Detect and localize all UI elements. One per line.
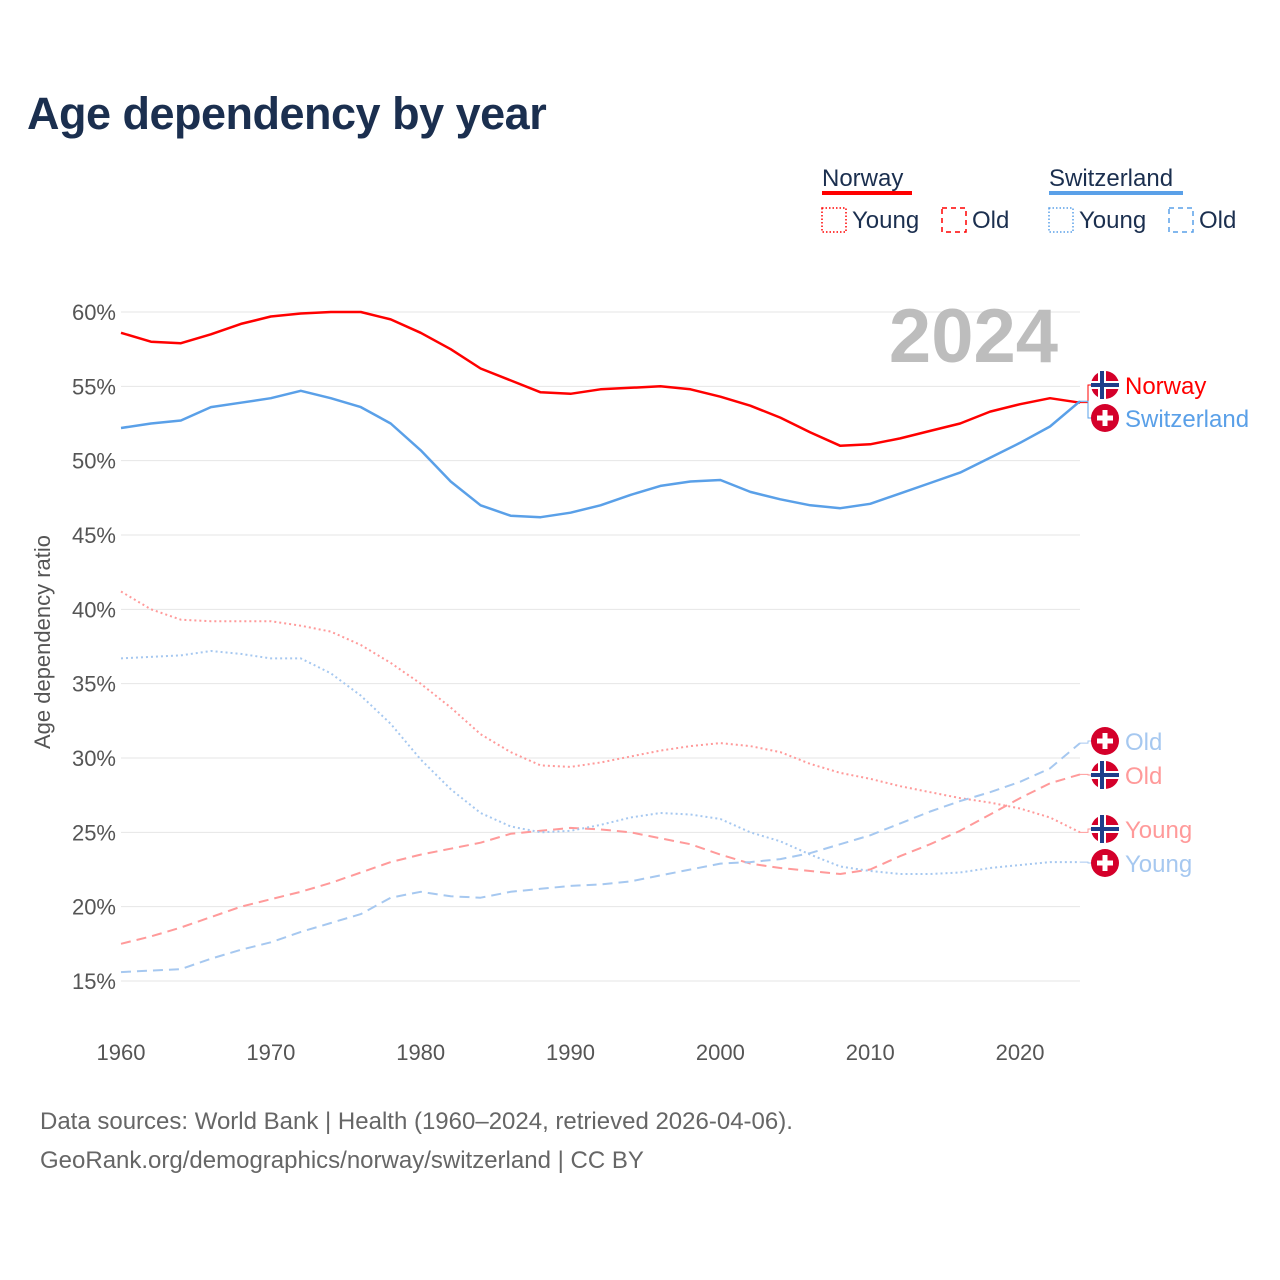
end-label-switzerland_old: Old (1125, 729, 1162, 756)
x-tick-label: 1970 (246, 1040, 295, 1065)
end-label-norway_old: Old (1125, 763, 1162, 790)
x-tick-label: 1960 (97, 1040, 146, 1065)
legend-swatch-young (1048, 207, 1074, 233)
y-tick-label: 15% (72, 969, 116, 994)
series-line-switzerland_total (120, 389, 1081, 519)
y-tick-label: 60% (72, 300, 116, 325)
chart-title: Age dependency by year (27, 88, 547, 139)
legend-swatch-old (941, 207, 967, 233)
y-tick-label: 40% (72, 597, 116, 622)
legend-young: Young (1079, 207, 1146, 234)
flag-cross (1102, 733, 1108, 749)
end-label-switzerland_total: Switzerland (1125, 406, 1249, 433)
series-line-norway_young (120, 590, 1081, 834)
x-tick-label: 2000 (696, 1040, 745, 1065)
legend-old: Old (1199, 207, 1236, 234)
y-tick-label: 55% (72, 374, 116, 399)
x-tick-label: 1980 (396, 1040, 445, 1065)
series-line-switzerland_young (120, 650, 1080, 875)
footer-attribution: GeoRank.org/demographics/norway/switzerl… (40, 1147, 644, 1174)
flag-cross (1102, 410, 1108, 426)
y-tick-label: 25% (72, 820, 116, 845)
flag-cross (1091, 383, 1119, 387)
flag-cross (1100, 815, 1104, 843)
legend-swatch-old (1168, 207, 1194, 233)
y-tick-label: 50% (72, 449, 116, 474)
y-tick-label: 20% (72, 895, 116, 920)
legend-group-norway: Norway (822, 165, 903, 192)
flag-cross (1100, 761, 1104, 789)
y-tick-label: 45% (72, 523, 116, 548)
y-tick-label: 35% (72, 672, 116, 697)
legend-old: Old (972, 207, 1009, 234)
legend-young: Young (852, 207, 919, 234)
footer-sources: Data sources: World Bank | Health (1960–… (40, 1108, 793, 1135)
end-label-norway_young: Young (1125, 817, 1192, 844)
legend-group-switzerland: Switzerland (1049, 165, 1173, 192)
flag-cross (1102, 855, 1108, 871)
year-overlay: 2024 (889, 294, 1058, 379)
y-axis-label: Age dependency ratio (30, 535, 55, 749)
end-label-switzerland_young: Young (1125, 851, 1192, 878)
series-line-norway_old (120, 773, 1081, 945)
end-label-norway_total: Norway (1125, 373, 1206, 400)
series-line-switzerland_old (120, 742, 1081, 974)
x-tick-label: 1990 (546, 1040, 595, 1065)
legend-swatch-young (821, 207, 847, 233)
x-tick-label: 2010 (846, 1040, 895, 1065)
flag-cross (1100, 371, 1104, 399)
x-tick-label: 2020 (996, 1040, 1045, 1065)
flag-cross (1091, 827, 1119, 831)
flag-cross (1091, 773, 1119, 777)
y-tick-label: 30% (72, 746, 116, 771)
series-line-norway_total (120, 310, 1081, 448)
